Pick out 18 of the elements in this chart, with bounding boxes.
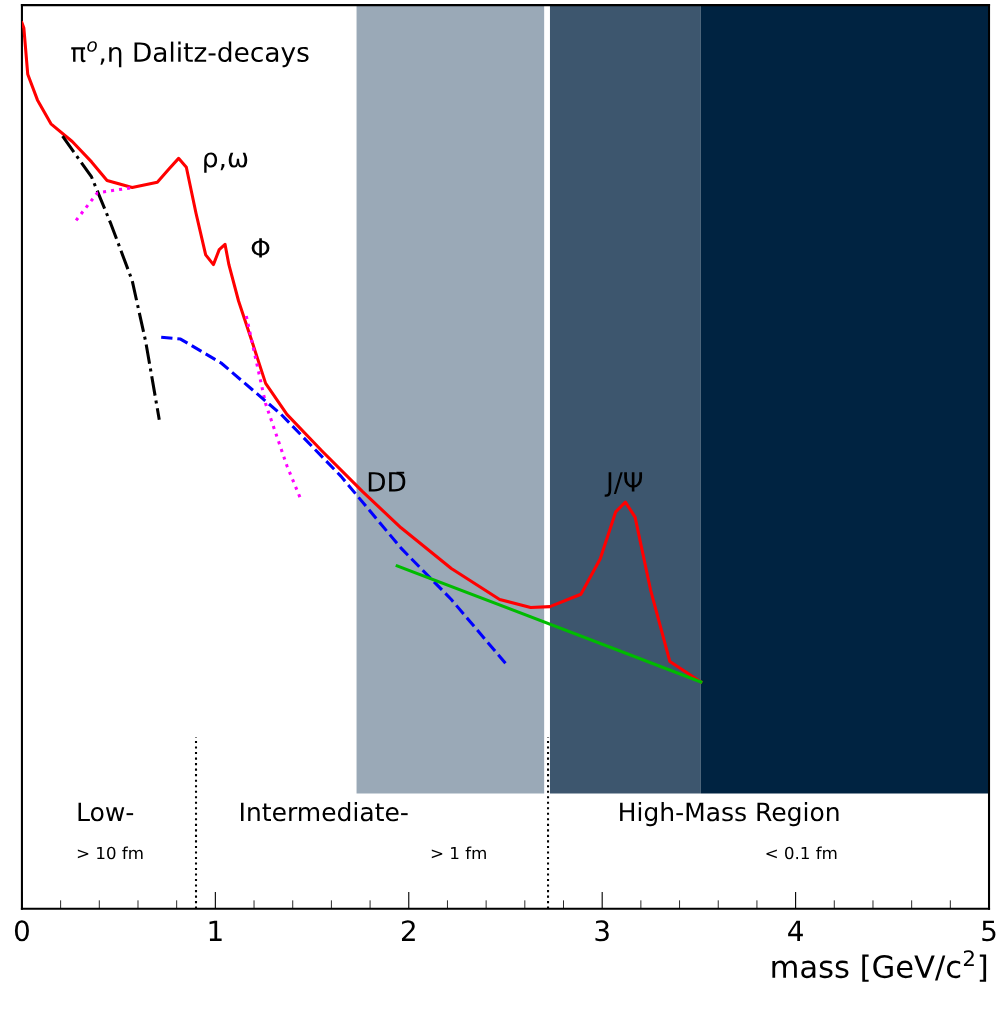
x-tick-label: 0 — [14, 920, 29, 942]
x-tick-label: 3 — [595, 920, 609, 942]
annotation: High-Mass Region — [620, 801, 839, 827]
x-tick-label: 1 — [209, 920, 222, 941]
annotation: ρ,ω — [204, 152, 248, 173]
annotation: J/Ψ — [604, 472, 643, 497]
annotation: < 0.1 fm — [766, 846, 837, 860]
annotation: π$^{o}$,η Dalitz-decays — [71, 41, 309, 68]
annotation: > 10 fm — [77, 846, 143, 860]
annotation: > 1 fm — [431, 846, 486, 860]
annotation: Φ — [251, 238, 270, 258]
annotation: DD̄ — [368, 471, 406, 492]
annotation: Intermediate- — [241, 801, 408, 822]
x-tick-label: 2 — [401, 920, 415, 941]
x-axis-title: mass [GeV/c$^{2}$] — [772, 950, 987, 982]
x-tick-label: 4 — [788, 920, 803, 941]
annotation: Low- — [78, 802, 134, 822]
x-tick-label: 5 — [982, 920, 996, 942]
